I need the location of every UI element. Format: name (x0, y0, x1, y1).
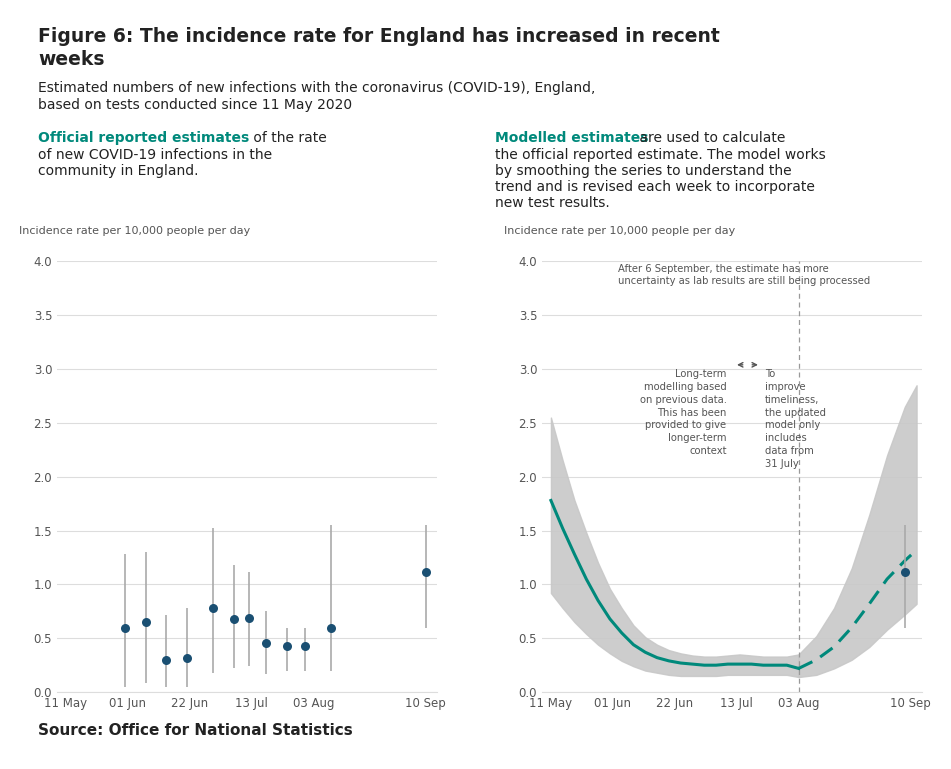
Text: Incidence rate per 10,000 people per day: Incidence rate per 10,000 people per day (504, 225, 735, 235)
Text: trend and is revised each week to incorporate: trend and is revised each week to incorp… (495, 180, 814, 194)
Text: Incidence rate per 10,000 people per day: Incidence rate per 10,000 people per day (19, 225, 250, 235)
Text: based on tests conducted since 11 May 2020: based on tests conducted since 11 May 20… (38, 98, 352, 112)
Text: Source: Office for National Statistics: Source: Office for National Statistics (38, 723, 353, 738)
Text: weeks: weeks (38, 50, 105, 69)
Text: of the rate: of the rate (249, 131, 327, 145)
Text: Figure 6: The incidence rate for England has increased in recent: Figure 6: The incidence rate for England… (38, 27, 720, 46)
Text: Long-term
modelling based
on previous data.
This has been
provided to give
longe: Long-term modelling based on previous da… (640, 369, 727, 456)
Text: Official reported estimates: Official reported estimates (38, 131, 249, 145)
Text: Estimated numbers of new infections with the coronavirus (COVID-19), England,: Estimated numbers of new infections with… (38, 81, 595, 95)
Text: To
improve
timeliness,
the updated
model only
includes
data from
31 July: To improve timeliness, the updated model… (765, 369, 825, 469)
Text: of new COVID-19 infections in the: of new COVID-19 infections in the (38, 148, 272, 161)
Text: new test results.: new test results. (495, 196, 610, 210)
Text: the official reported estimate. The model works: the official reported estimate. The mode… (495, 148, 825, 161)
Text: community in England.: community in England. (38, 164, 199, 178)
Text: Modelled estimates: Modelled estimates (495, 131, 648, 145)
Text: are used to calculate: are used to calculate (635, 131, 786, 145)
Text: After 6 September, the estimate has more
uncertainty as lab results are still be: After 6 September, the estimate has more… (618, 264, 870, 286)
Text: by smoothing the series to understand the: by smoothing the series to understand th… (495, 164, 791, 178)
